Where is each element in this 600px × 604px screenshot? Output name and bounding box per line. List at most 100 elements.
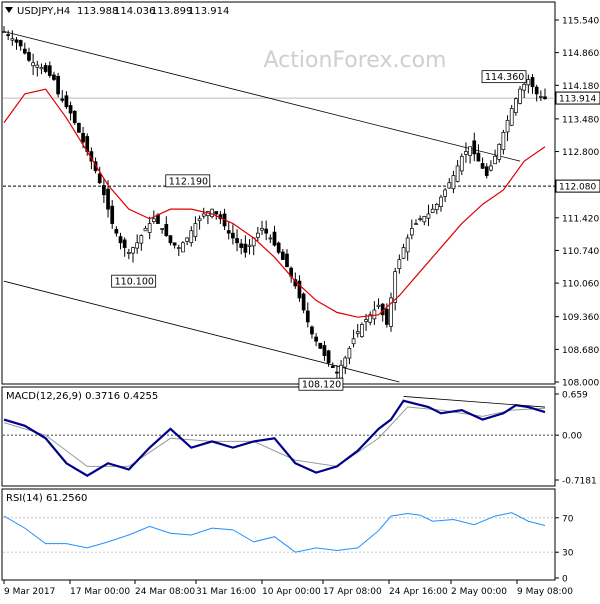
- candle-body: [110, 205, 115, 224]
- rsi-panel-frame: [1, 488, 556, 581]
- candle-body: [56, 75, 60, 95]
- candle-body: [256, 232, 260, 238]
- price-annotation-label: 114.360: [485, 72, 524, 83]
- candle-body: [330, 365, 335, 368]
- candle-body: [31, 62, 35, 67]
- candle-body: [131, 247, 135, 254]
- candles: [2, 26, 547, 381]
- candle-body: [193, 223, 198, 238]
- support-level-label: 112.080: [559, 183, 596, 193]
- candle-body: [310, 326, 314, 335]
- candle-body: [139, 235, 144, 244]
- candle-body: [484, 166, 489, 176]
- candle-body: [439, 196, 443, 208]
- candle-body: [347, 348, 352, 359]
- price-tick-label: 108.680: [562, 346, 599, 356]
- candle-body: [343, 357, 348, 368]
- candle-body: [443, 189, 447, 197]
- candle-body: [268, 237, 273, 240]
- candle-body: [77, 122, 81, 133]
- candle-body: [264, 228, 269, 234]
- candle-body: [422, 216, 427, 223]
- candle-body: [326, 350, 331, 364]
- candle-body: [52, 74, 56, 80]
- price-panel-frame: [1, 1, 556, 385]
- candle-body: [314, 336, 318, 342]
- candle-body: [151, 218, 156, 222]
- candle-body: [301, 293, 306, 311]
- price-tick-label: 113.480: [562, 115, 599, 125]
- candle-body: [497, 143, 502, 160]
- price-axis: 115.540 114.860 114.180 113.480 112.800 111.4…: [555, 17, 600, 389]
- candle-body: [156, 214, 160, 224]
- time-tick-label: 9 Mar 2017: [4, 587, 55, 597]
- candle-body: [351, 338, 356, 345]
- candle-body: [201, 213, 206, 217]
- watermark: ActionForex.com: [264, 48, 447, 73]
- candle-body: [143, 228, 148, 232]
- macd-tick-label: 0.00: [562, 432, 582, 442]
- candle-body: [276, 242, 281, 253]
- rsi-label: RSI(14) 61.2560: [6, 493, 87, 504]
- candle-body: [493, 156, 497, 165]
- price-tick-label: 110.060: [562, 280, 599, 290]
- candle-body: [305, 310, 310, 323]
- candle-body: [114, 228, 119, 234]
- macd-tick-label: -0.7181: [562, 477, 597, 487]
- current-price-box: [555, 91, 600, 105]
- candle-body: [27, 52, 31, 61]
- candle-body: [501, 131, 506, 151]
- candle-body: [43, 65, 48, 72]
- candle-body: [538, 95, 543, 98]
- time-tick-label: 24 Mar 08:00: [135, 587, 195, 597]
- candle-body: [243, 243, 248, 253]
- candle-body: [489, 165, 493, 171]
- candle-body: [318, 342, 323, 349]
- candle-body: [426, 213, 431, 219]
- time-tick-label: 9 May 08:00: [517, 587, 573, 597]
- candle-body: [385, 308, 389, 325]
- time-tick-label: 2 May 00:00: [451, 587, 507, 597]
- time-axis: 9 Mar 2017 17 Mar 00:00 24 Mar 08:00 31 Mar…: [3, 580, 573, 597]
- symbol-dropdown-icon[interactable]: [5, 7, 13, 13]
- price-tick-label: 114.860: [562, 49, 599, 59]
- macd-line: [3, 399, 546, 478]
- candle-body: [189, 230, 194, 244]
- candle-body: [72, 110, 77, 124]
- price-annotation-box: [165, 174, 211, 188]
- header-close: 113.914: [188, 6, 229, 17]
- candle-body: [451, 175, 456, 190]
- candle-body: [135, 242, 140, 249]
- candle-body: [397, 259, 402, 270]
- channel-upper-line: [3, 31, 521, 162]
- candle-body: [285, 253, 289, 268]
- macd-trend-line: [403, 396, 546, 408]
- candle-body: [409, 228, 414, 236]
- candle-body: [60, 98, 65, 101]
- candle-body: [518, 88, 522, 104]
- candle-body: [247, 244, 252, 247]
- candle-body: [280, 251, 285, 260]
- moving-average: [3, 88, 546, 318]
- candle-body: [364, 319, 368, 323]
- time-tick-label: 24 Apr 16:00: [389, 587, 448, 597]
- time-tick-label: 17 Mar 00:00: [70, 587, 130, 597]
- candle-body: [339, 364, 343, 379]
- price-tick-label: 111.420: [562, 214, 599, 224]
- candle-body: [97, 173, 102, 184]
- candle-body: [239, 243, 244, 248]
- moving-average-line: [3, 88, 546, 318]
- candle-body: [231, 232, 235, 239]
- candle-body: [505, 119, 510, 133]
- header-open: 113.988: [77, 6, 118, 17]
- candle-body: [106, 188, 110, 210]
- candle-body: [118, 236, 123, 244]
- candle-body: [455, 165, 460, 182]
- price-tick-label: 110.740: [562, 247, 599, 257]
- rsi-tick-label: 70: [562, 514, 574, 524]
- macd-axis: 0.659 0.00 -0.7181: [555, 391, 597, 487]
- macd-label: MACD(12,26,9) 0.3716 0.4255: [6, 391, 158, 402]
- support-level-box: [555, 179, 600, 193]
- candle-body: [10, 38, 15, 41]
